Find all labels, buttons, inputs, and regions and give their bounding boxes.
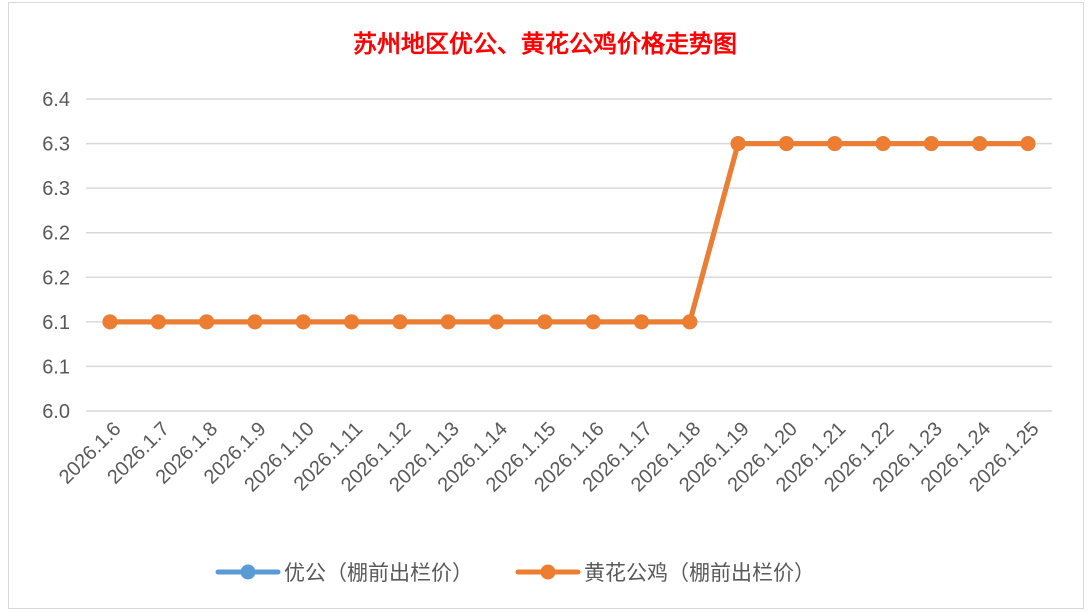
chart-title: 苏州地区优公、黄花公鸡价格走势图 — [353, 29, 737, 58]
y-tick-label: 6.2 — [42, 223, 70, 245]
data-point — [585, 314, 601, 330]
y-tick-label: 6.2 — [42, 267, 70, 289]
data-point — [875, 136, 891, 152]
data-point — [489, 314, 505, 330]
legend-item-1: 黄花公鸡（棚前出栏价） — [515, 561, 815, 585]
series-line — [110, 141, 1028, 325]
data-point — [102, 314, 118, 330]
data-point — [344, 314, 360, 330]
data-point — [633, 314, 649, 330]
y-tick-label: 6.0 — [42, 401, 70, 423]
data-point — [730, 136, 746, 152]
y-tick-label: 6.1 — [42, 356, 70, 378]
y-tick-label: 6.4 — [42, 89, 70, 111]
data-point — [199, 314, 215, 330]
series-1 — [102, 136, 1036, 330]
data-point — [923, 136, 939, 152]
data-point — [827, 136, 843, 152]
data-point — [247, 314, 263, 330]
y-tick-label: 6.1 — [42, 312, 70, 334]
legend-marker-icon — [540, 564, 556, 580]
data-point — [295, 314, 311, 330]
y-tick-label: 6.3 — [42, 134, 70, 156]
data-point — [537, 314, 553, 330]
data-point — [440, 314, 456, 330]
data-point — [150, 314, 166, 330]
chart-area — [8, 2, 1084, 609]
data-point — [1020, 136, 1036, 152]
legend-label: 优公（棚前出栏价） — [284, 561, 473, 585]
data-point — [778, 136, 794, 152]
data-point — [972, 136, 988, 152]
data-point — [392, 314, 408, 330]
legend-marker-icon — [240, 564, 256, 580]
legend-label: 黄花公鸡（棚前出栏价） — [584, 561, 815, 585]
legend-item-0: 优公（棚前出栏价） — [215, 561, 473, 585]
y-tick-label: 6.3 — [42, 178, 70, 200]
data-point — [682, 314, 698, 330]
